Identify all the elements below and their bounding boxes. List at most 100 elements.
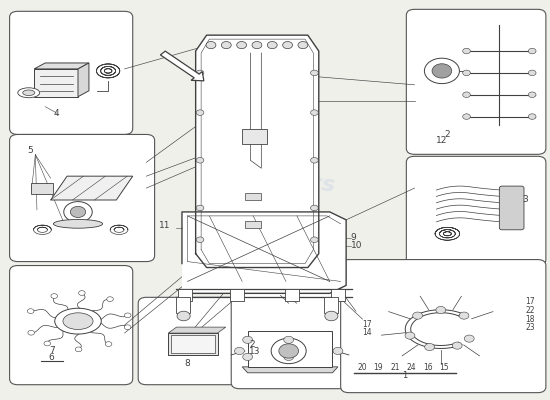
Polygon shape [78, 63, 89, 97]
Text: 9: 9 [350, 233, 356, 242]
Text: 2: 2 [249, 340, 255, 349]
Text: 3: 3 [522, 195, 528, 204]
Bar [248, 331, 332, 367]
Text: 11: 11 [159, 221, 170, 230]
Circle shape [75, 347, 82, 352]
Bar [245, 193, 261, 200]
FancyBboxPatch shape [406, 9, 546, 154]
Text: 21: 21 [390, 363, 400, 372]
Text: 2: 2 [444, 130, 450, 139]
Circle shape [311, 205, 318, 211]
Ellipse shape [55, 308, 101, 334]
Text: 19: 19 [373, 363, 383, 372]
FancyArrow shape [161, 51, 204, 81]
Circle shape [463, 114, 470, 119]
FancyBboxPatch shape [9, 266, 133, 385]
Circle shape [284, 353, 294, 360]
Circle shape [452, 342, 462, 349]
Text: 22: 22 [525, 306, 535, 315]
Text: 8: 8 [185, 359, 190, 368]
FancyBboxPatch shape [340, 260, 546, 393]
Circle shape [311, 237, 318, 242]
Text: 20: 20 [357, 363, 367, 372]
Circle shape [464, 335, 474, 342]
Circle shape [196, 205, 204, 211]
Ellipse shape [18, 88, 40, 98]
Polygon shape [242, 367, 338, 373]
Circle shape [267, 42, 277, 49]
Circle shape [124, 313, 131, 318]
Circle shape [28, 330, 35, 335]
Circle shape [107, 297, 113, 302]
Polygon shape [182, 212, 346, 293]
Text: 24: 24 [406, 363, 416, 372]
Text: autoparts: autoparts [21, 165, 145, 196]
Circle shape [405, 332, 415, 339]
Circle shape [283, 42, 293, 49]
Bar [171, 335, 215, 353]
Text: 17: 17 [525, 297, 535, 306]
Circle shape [234, 347, 244, 354]
FancyBboxPatch shape [499, 186, 524, 230]
Polygon shape [168, 327, 225, 333]
Text: 23: 23 [525, 323, 535, 332]
FancyBboxPatch shape [406, 156, 546, 266]
Circle shape [529, 92, 536, 98]
Circle shape [206, 42, 216, 49]
Circle shape [463, 92, 470, 98]
Circle shape [70, 206, 86, 218]
FancyBboxPatch shape [9, 134, 155, 262]
Text: 15: 15 [439, 363, 449, 372]
Circle shape [221, 42, 231, 49]
Text: 7: 7 [49, 346, 54, 354]
Polygon shape [34, 69, 78, 97]
Bar [177, 297, 190, 313]
Circle shape [463, 48, 470, 54]
Circle shape [298, 42, 308, 49]
Circle shape [284, 336, 294, 343]
Circle shape [44, 341, 51, 346]
Circle shape [51, 294, 58, 298]
FancyBboxPatch shape [138, 297, 239, 385]
Text: 14: 14 [362, 328, 372, 337]
Circle shape [529, 48, 536, 54]
Ellipse shape [63, 313, 93, 330]
Circle shape [252, 42, 262, 49]
Text: 5: 5 [27, 146, 32, 155]
Circle shape [311, 70, 318, 76]
Circle shape [236, 42, 246, 49]
Text: 17: 17 [362, 320, 372, 329]
Circle shape [412, 312, 422, 319]
Circle shape [196, 237, 204, 242]
Bar [230, 289, 244, 301]
Circle shape [436, 306, 446, 314]
Polygon shape [34, 63, 89, 69]
Text: 12: 12 [437, 136, 448, 145]
Text: 18: 18 [525, 314, 535, 324]
Circle shape [196, 110, 204, 115]
Circle shape [196, 158, 204, 163]
Text: 16: 16 [423, 363, 432, 372]
Circle shape [196, 70, 204, 76]
Circle shape [105, 342, 112, 346]
Text: 10: 10 [350, 241, 362, 250]
Bar [168, 333, 218, 355]
Circle shape [243, 353, 252, 360]
Circle shape [529, 70, 536, 76]
Circle shape [529, 114, 536, 119]
Ellipse shape [23, 90, 35, 96]
Circle shape [271, 338, 306, 364]
FancyBboxPatch shape [9, 11, 133, 134]
Bar [245, 221, 261, 228]
Text: 13: 13 [249, 347, 261, 356]
FancyBboxPatch shape [231, 289, 351, 389]
Circle shape [279, 344, 299, 358]
Circle shape [459, 312, 469, 319]
Text: 6: 6 [49, 353, 54, 362]
Polygon shape [51, 176, 133, 200]
Text: autoparts: autoparts [221, 293, 329, 321]
Circle shape [325, 311, 338, 321]
Bar [285, 289, 299, 301]
Circle shape [333, 347, 343, 354]
Circle shape [177, 311, 190, 321]
